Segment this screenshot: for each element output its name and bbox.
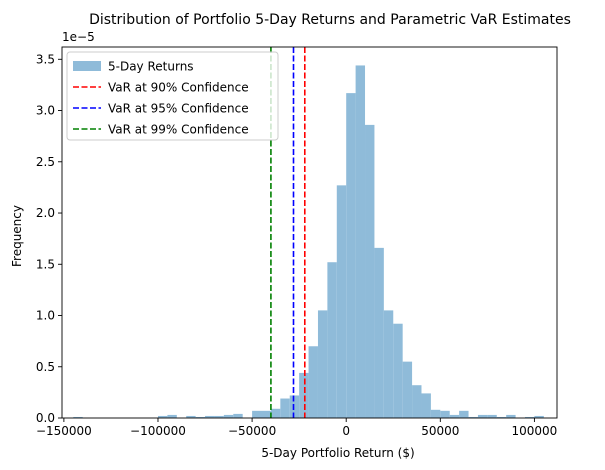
plot-frame	[61, 46, 558, 419]
y-tick-label: 1.0	[36, 309, 55, 323]
histogram-bar	[534, 415, 544, 418]
histogram-bar	[402, 361, 413, 418]
histogram-bar	[186, 415, 196, 418]
histogram-bar	[214, 415, 224, 418]
y-scale-label: 1e−5	[62, 30, 95, 44]
x-axis: −150000 −100000 −50000 0 50000 100000	[36, 418, 557, 438]
histogram-bar	[365, 124, 375, 419]
legend-label: 5-Day Returns	[108, 60, 194, 74]
y-tick-label: 2.5	[36, 155, 55, 169]
y-tick-label: 0.0	[36, 411, 55, 425]
histogram-bar	[280, 398, 290, 418]
histogram-bar	[252, 410, 262, 418]
histogram-bar	[355, 65, 366, 419]
histogram-bar	[270, 408, 281, 418]
histogram-bar	[496, 416, 507, 418]
histogram-bar	[289, 395, 300, 418]
x-tick-label: −100000	[130, 424, 186, 438]
histogram-bar	[223, 414, 234, 418]
y-axis-label: Frequency	[10, 205, 24, 267]
histogram-bar	[440, 410, 450, 418]
plot-area	[61, 46, 558, 419]
histogram-bar	[468, 416, 478, 418]
y-axis: 0.0 0.5 1.0 1.5 2.0 2.5 3.0 3.5	[36, 52, 62, 425]
legend: 5-Day Returns VaR at 90% Confidence VaR at…	[66, 51, 279, 141]
legend-label: VaR at 90% Confidence	[108, 81, 249, 95]
x-tick-label: −150000	[36, 424, 92, 438]
histogram-bar	[73, 416, 83, 418]
x-tick-label: 50000	[421, 424, 459, 438]
histogram-bar	[157, 415, 168, 418]
histogram-bar	[449, 414, 460, 418]
legend-label: VaR at 99% Confidence	[108, 123, 249, 137]
histogram-bar	[383, 310, 394, 418]
y-tick-label: 0.5	[36, 360, 55, 374]
histogram-bar	[393, 323, 403, 418]
histogram-bar	[506, 414, 516, 418]
histogram-bar	[459, 410, 469, 418]
histogram-bar	[205, 415, 215, 418]
chart-title: Distribution of Portfolio 5-Day Returns …	[89, 12, 571, 28]
histogram-bar	[346, 93, 356, 419]
histogram-bar	[167, 414, 177, 418]
x-axis-label: 5-Day Portfolio Return ($)	[261, 446, 414, 460]
histogram-bar	[487, 414, 497, 418]
histogram-bar	[336, 185, 347, 418]
histogram-bar	[477, 414, 488, 418]
histogram-bar	[317, 310, 328, 418]
histogram-bar	[327, 262, 337, 418]
histogram-bar	[261, 410, 271, 418]
histogram-bar	[308, 346, 318, 418]
legend-box	[66, 51, 279, 141]
x-tick-label: −50000	[228, 424, 276, 438]
y-tick-label: 3.5	[36, 52, 55, 66]
y-tick-label: 2.0	[36, 206, 55, 220]
y-tick-label: 3.0	[36, 104, 55, 118]
histogram-bar	[421, 393, 431, 418]
x-tick-label: 0	[342, 424, 350, 438]
histogram-bar	[233, 413, 243, 418]
histogram-bar	[195, 416, 206, 418]
histogram-bar	[525, 416, 535, 418]
histogram-bar	[412, 385, 422, 418]
histogram-bar	[374, 247, 384, 418]
x-tick-label: 100000	[512, 424, 558, 438]
y-tick-label: 1.5	[36, 257, 55, 271]
legend-label: VaR at 95% Confidence	[108, 102, 249, 116]
legend-swatch	[73, 61, 101, 71]
histogram-bar	[299, 372, 309, 418]
histogram-bar	[430, 409, 441, 418]
